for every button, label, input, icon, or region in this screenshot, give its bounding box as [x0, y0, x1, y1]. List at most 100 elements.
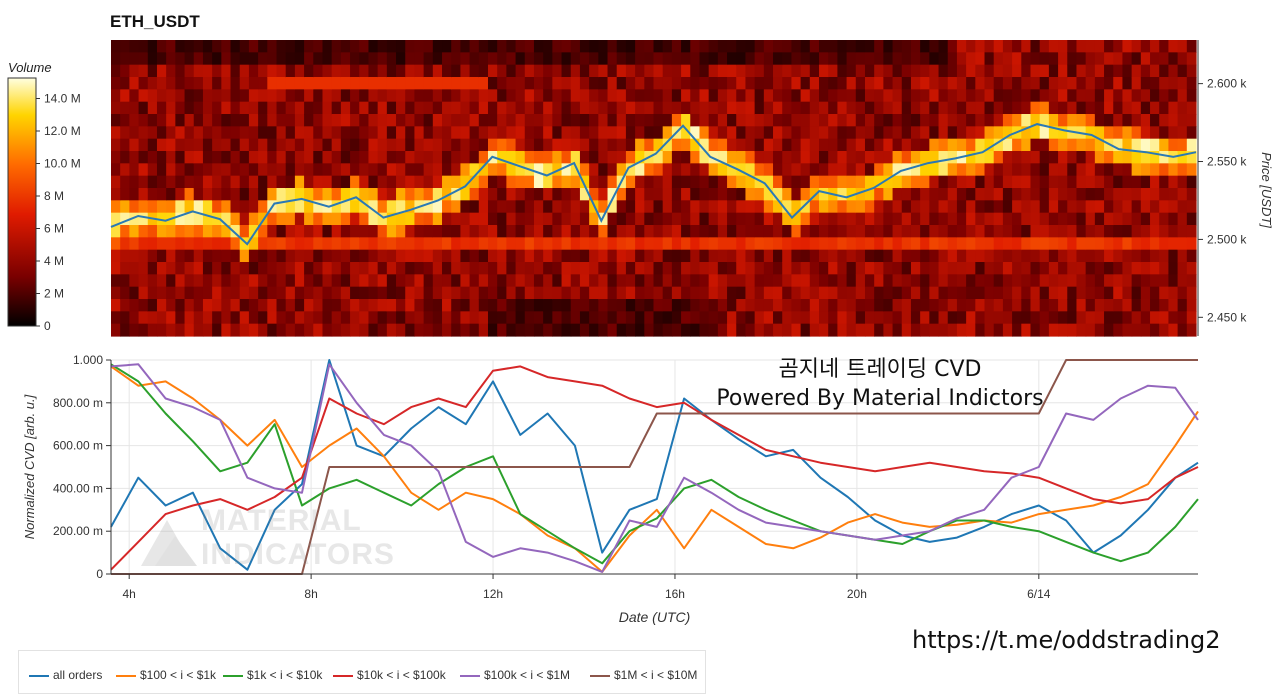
legend: all orders $100 < i < $1k $1k < i < $10k $1… — [18, 650, 706, 694]
heatmap-cell — [1039, 262, 1050, 275]
legend-item[interactable]: $100 < i < $1k — [116, 668, 216, 682]
heatmap-cell — [405, 249, 416, 263]
overlay-caption-line1: 곰지네 트레이딩 CVD — [778, 357, 982, 382]
heatmap-cell — [1186, 163, 1197, 177]
heatmap-cell — [883, 225, 894, 238]
heatmap-cell — [248, 200, 259, 214]
heatmap-cell — [975, 89, 986, 103]
heatmap-cell — [1021, 101, 1032, 115]
heatmap-cell — [442, 77, 452, 90]
heatmap-cell — [800, 175, 811, 189]
heatmap-cell — [1048, 64, 1059, 78]
heatmap-cell — [561, 89, 572, 103]
heatmap-cell — [791, 274, 802, 288]
heatmap-cell — [1177, 40, 1188, 53]
watermark-mountain-icon — [141, 520, 197, 566]
heatmap-cell — [1122, 151, 1133, 164]
heatmap-cell — [782, 323, 793, 337]
heatmap-cell — [1177, 64, 1188, 78]
heatmap-cell — [1122, 175, 1133, 189]
heatmap-cell — [230, 286, 241, 300]
heatmap-cell — [451, 311, 461, 325]
heatmap-cell — [892, 138, 903, 152]
heatmap-cell — [304, 249, 314, 263]
heatmap-cell — [1058, 200, 1068, 214]
heatmap-cell — [156, 249, 167, 263]
heatmap-cell — [469, 286, 480, 300]
heatmap-cell — [809, 212, 820, 226]
heatmap-cell — [1048, 151, 1059, 164]
heatmap-cell — [212, 163, 222, 177]
heatmap-cell — [635, 200, 645, 214]
legend-item[interactable]: $1M < i < $10M — [590, 668, 697, 682]
heatmap-cell — [644, 77, 655, 90]
legend-item[interactable]: all orders — [29, 668, 102, 682]
heatmap-cell — [773, 89, 783, 103]
heatmap-cell — [414, 101, 425, 115]
heatmap-cell — [129, 323, 140, 337]
heatmap-cell — [874, 262, 884, 275]
heatmap-cell — [984, 212, 995, 226]
heatmap-cell — [175, 138, 186, 152]
heatmap-cell — [1177, 52, 1188, 66]
heatmap-cell — [322, 126, 333, 140]
heatmap-cell — [690, 286, 701, 300]
heatmap-cell — [1067, 163, 1078, 177]
heatmap-cell — [1021, 77, 1032, 90]
heatmap-cell — [938, 274, 949, 288]
heatmap-cell — [313, 299, 324, 312]
heatmap-cell — [322, 323, 333, 337]
heatmap-cell — [717, 188, 728, 201]
heatmap-cell — [901, 151, 912, 164]
overlay-caption: 곰지네 트레이딩 CVD Powered By Material Indicto… — [700, 355, 1060, 413]
heatmap-cell — [773, 286, 783, 300]
legend-item[interactable]: $10k < i < $100k — [333, 668, 446, 682]
heatmap-cell — [506, 200, 517, 214]
heatmap-cell — [258, 77, 268, 90]
heatmap-cell — [212, 237, 222, 251]
heatmap-cell — [745, 286, 756, 300]
heatmap-cell — [487, 299, 498, 312]
heatmap-cell — [956, 262, 967, 275]
heatmap-cell — [230, 40, 241, 53]
heatmap-cell — [1140, 52, 1151, 66]
heatmap-cell — [166, 163, 176, 177]
heatmap-cell — [1131, 175, 1142, 189]
heatmap-cell — [359, 237, 370, 251]
heatmap-cell — [111, 188, 121, 201]
heatmap-cell — [515, 237, 526, 251]
heatmap-cell — [1076, 323, 1087, 337]
heatmap-cell — [855, 175, 866, 189]
heatmap-cell — [874, 237, 884, 251]
heatmap-cell — [671, 138, 682, 152]
heatmap-cell — [1168, 188, 1179, 201]
heatmap-cell — [1067, 311, 1078, 325]
heatmap-cell — [340, 114, 351, 127]
heatmap-cell — [819, 52, 829, 66]
heatmap-cell — [819, 249, 829, 263]
heatmap-cell — [405, 299, 416, 312]
heatmap-cell — [1150, 286, 1160, 300]
heatmap-cell — [727, 138, 737, 152]
heatmap-cell — [359, 40, 370, 53]
heatmap-cell — [809, 225, 820, 238]
heatmap-cell — [662, 212, 673, 226]
heatmap-cell — [644, 126, 655, 140]
heatmap-cell — [1113, 114, 1124, 127]
heatmap-cell — [285, 163, 296, 177]
heatmap-cell — [396, 212, 406, 226]
telegram-link[interactable]: https://t.me/oddstrading2 — [912, 626, 1221, 654]
heatmap-cell — [423, 188, 434, 201]
heatmap-cell — [1085, 151, 1096, 164]
heatmap-cell — [451, 237, 461, 251]
heatmap-cell — [846, 274, 857, 288]
heatmap-cell — [607, 311, 618, 325]
legend-item[interactable]: $1k < i < $10k — [223, 668, 322, 682]
heatmap-cell — [1113, 225, 1124, 238]
heatmap-cell — [635, 188, 645, 201]
heatmap-cell — [699, 286, 710, 300]
heatmap-cell — [745, 249, 756, 263]
heatmap-cell — [1177, 262, 1188, 275]
legend-item[interactable]: $100k < i < $1M — [460, 668, 570, 682]
heatmap-cell — [497, 237, 507, 251]
